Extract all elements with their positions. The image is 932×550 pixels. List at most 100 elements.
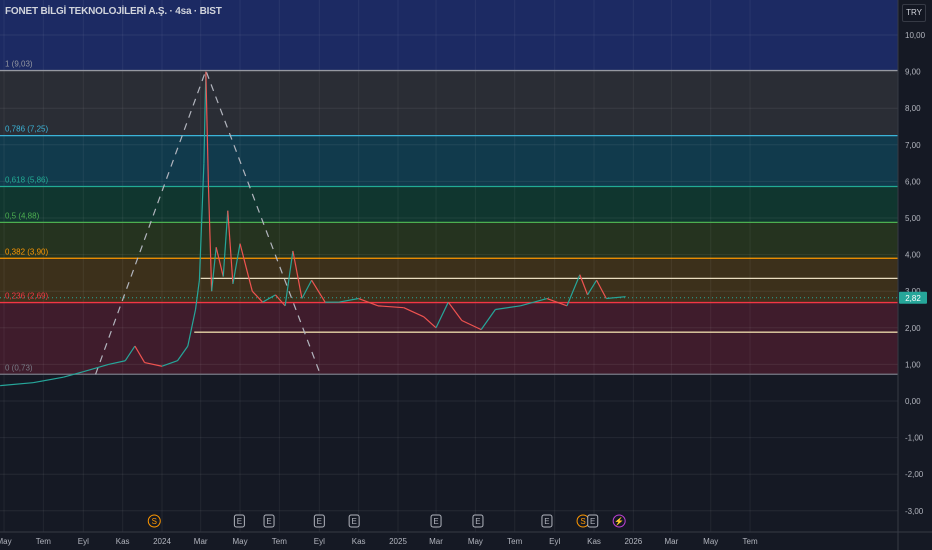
price-segment (566, 274, 581, 307)
currency-button[interactable]: TRY (902, 4, 926, 22)
event-marker-label: S (580, 517, 585, 526)
y-tick-label: 2,00 (905, 324, 921, 333)
price-segment (205, 71, 210, 186)
price-segment (461, 319, 482, 331)
y-tick-label: 3,00 (905, 287, 921, 296)
fib-level-label: 0,236 (2,69) (5, 292, 48, 301)
event-marker-earnings[interactable] (233, 514, 245, 528)
x-tick-label: 2024 (153, 537, 171, 546)
event-marker-label: E (433, 517, 438, 526)
fib-zone (0, 302, 898, 375)
price-segment (520, 297, 548, 307)
x-tick-label: Mar (665, 537, 679, 546)
price-segment (134, 345, 146, 363)
event-marker-news[interactable] (612, 514, 626, 528)
event-marker-label: E (544, 517, 549, 526)
fib-zone (0, 222, 898, 259)
event-marker-earnings[interactable] (541, 514, 553, 528)
x-tick-label: May (703, 537, 718, 546)
price-segment (176, 345, 189, 362)
y-tick-label: 1,00 (905, 360, 921, 369)
price-segment (207, 185, 213, 292)
price-segment (292, 250, 303, 299)
price-segment (211, 247, 217, 292)
fib-zone (0, 70, 898, 136)
price-segment (301, 279, 313, 299)
x-tick-label: Kas (587, 537, 601, 546)
price-segment (480, 309, 496, 330)
x-tick-label: Kas (116, 537, 130, 546)
y-tick-label: -3,00 (905, 507, 924, 516)
event-marker-label: E (475, 517, 480, 526)
event-marker-earnings[interactable] (587, 514, 599, 528)
price-segment (435, 301, 449, 329)
price-segment (251, 290, 264, 303)
price-segment (63, 371, 84, 378)
price-segment (495, 305, 521, 311)
event-marker-earnings[interactable] (472, 514, 484, 528)
event-marker-earnings[interactable] (263, 514, 275, 528)
price-segment (275, 294, 286, 307)
fib-level-label: 1 (9,03) (5, 60, 33, 69)
price-segment (0, 382, 34, 387)
y-tick-label: 7,00 (905, 141, 921, 150)
price-segment (124, 345, 136, 362)
y-tick-label: 9,00 (905, 68, 921, 77)
price-segment (187, 309, 197, 347)
y-tick-label: 4,00 (905, 251, 921, 260)
price-segment (262, 294, 276, 303)
x-tick-label: Tem (507, 537, 522, 546)
x-tick-label: Kas (352, 537, 366, 546)
price-segment (284, 250, 294, 306)
price-segment (227, 210, 234, 284)
chart-title: FONET BİLGİ TEKNOLOJİLERİ A.Ş. · 4sa · B… (5, 6, 222, 17)
price-segment (239, 243, 253, 292)
y-tick-label: 6,00 (905, 177, 921, 186)
x-tick-label: Tem (272, 537, 287, 546)
x-tick-label: 2026 (624, 537, 642, 546)
price-segment (579, 274, 589, 296)
y-tick-label: -1,00 (905, 434, 924, 443)
event-marker-label: E (317, 517, 322, 526)
price-segment (403, 307, 425, 318)
event-marker-label: S (152, 517, 157, 526)
price-segment (423, 316, 437, 329)
price-segment (203, 71, 207, 164)
event-marker-label: E (351, 517, 356, 526)
event-marker-earnings[interactable] (430, 514, 442, 528)
x-tick-label: Eyl (549, 537, 560, 546)
fib-level-label: 0,5 (4,88) (5, 211, 40, 220)
x-tick-label: Tem (36, 537, 51, 546)
price-segment (161, 360, 178, 367)
event-marker-label: ⚡ (614, 516, 624, 526)
y-tick-label: 0,00 (905, 397, 921, 406)
fib-level-label: 0 (0,73) (5, 363, 33, 372)
event-marker-earnings[interactable] (348, 514, 360, 528)
price-segment (222, 210, 229, 277)
x-tick-label: 2025 (389, 537, 407, 546)
price-segment (311, 279, 326, 303)
fib-level-label: 0,618 (5,86) (5, 176, 48, 185)
event-marker-split[interactable] (147, 514, 161, 528)
price-segment (546, 297, 568, 307)
x-tick-label: Tem (743, 537, 758, 546)
fib-zone (0, 186, 898, 223)
price-segment (232, 243, 241, 284)
x-tick-label: Mar (429, 537, 443, 546)
fib-trend-line (95, 68, 320, 375)
fib-level-label: 0,786 (7,25) (5, 125, 48, 134)
fib-zone-above (0, 0, 898, 71)
price-segment (587, 279, 598, 296)
price-segment (215, 247, 224, 277)
price-segment (194, 280, 200, 310)
last-price-badge (899, 291, 927, 304)
fib-zone (0, 135, 898, 187)
x-tick-label: Mar (194, 537, 208, 546)
price-segment (83, 363, 109, 373)
price-segment (108, 360, 126, 365)
x-tick-label: Eyl (78, 537, 89, 546)
price-segment (144, 361, 163, 367)
event-marker-label: E (590, 517, 595, 526)
event-marker-earnings[interactable] (313, 514, 325, 528)
